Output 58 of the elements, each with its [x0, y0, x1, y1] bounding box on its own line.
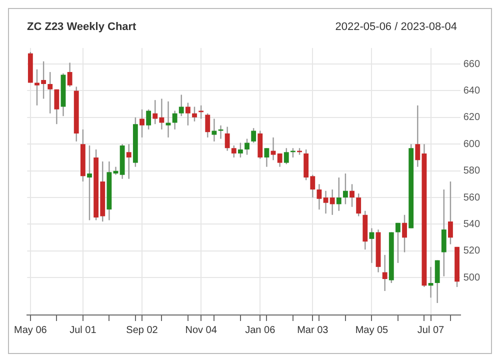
candlestick: [270, 136, 276, 161]
candlestick: [336, 176, 342, 212]
x-tick-label: Mar 03: [297, 324, 329, 336]
candlestick: [172, 110, 178, 130]
candlestick: [205, 112, 210, 138]
candlestick: [343, 172, 348, 205]
candlestick: [356, 192, 362, 217]
candlestick: [396, 222, 400, 264]
candlestick: [323, 190, 328, 214]
candlestick: [67, 62, 72, 88]
candlestick: [277, 152, 282, 168]
x-tick-label: May 05: [355, 324, 389, 336]
candlestick: [244, 138, 250, 156]
candlestick: [382, 254, 388, 292]
y-tick-label: 600: [463, 138, 480, 150]
chart-subtitle: 2022-05-06 / 2023-08-04: [335, 21, 457, 33]
chart-title: ZC Z23 Weekly Chart: [27, 21, 136, 33]
y-tick-label: 560: [463, 192, 480, 204]
candlestick: [48, 71, 53, 114]
y-tick-label: 620: [463, 112, 480, 124]
y-tick-label: 580: [463, 166, 480, 177]
candlestick: [198, 104, 204, 120]
y-tick-label: 660: [463, 58, 480, 70]
candlestick: [192, 106, 197, 122]
x-tick-label: Nov 04: [185, 324, 218, 336]
candlestick: [126, 144, 132, 180]
candlestick: [238, 142, 243, 158]
candlestick: [218, 124, 224, 140]
candlestick: [54, 88, 60, 125]
candlestick: [369, 228, 374, 264]
candlestick: [415, 104, 420, 168]
candlestick: [284, 148, 289, 165]
y-tick-label: 500: [463, 272, 480, 284]
candlestick: [251, 128, 256, 144]
candlestick: [185, 102, 190, 126]
candlestick: [316, 184, 322, 210]
x-tick-label: Sep 02: [126, 324, 158, 336]
candlestick: [146, 108, 152, 130]
y-tick-label: 640: [463, 85, 480, 96]
y-tick-label: 540: [463, 218, 480, 230]
candlestick: [264, 148, 270, 168]
x-tick-label: Jul 07: [417, 324, 445, 336]
candlestick: [87, 144, 92, 221]
x-tick-label: Jan 06: [245, 324, 276, 336]
candlestick: [178, 94, 184, 117]
candlestick: [448, 180, 453, 245]
candlestick: [434, 260, 440, 304]
x-tick-label: Jul 01: [70, 324, 97, 336]
candlestick: [350, 184, 354, 208]
candlestick: [441, 188, 446, 277]
x-tick-label: May 06: [14, 324, 48, 336]
candlestick: [224, 126, 230, 152]
candlestick: [402, 214, 407, 253]
y-tick-label: 520: [463, 246, 480, 257]
candlestick: [140, 108, 144, 138]
candlestick: [231, 144, 236, 158]
candlestick: [330, 188, 335, 216]
candlestick: [212, 118, 217, 142]
